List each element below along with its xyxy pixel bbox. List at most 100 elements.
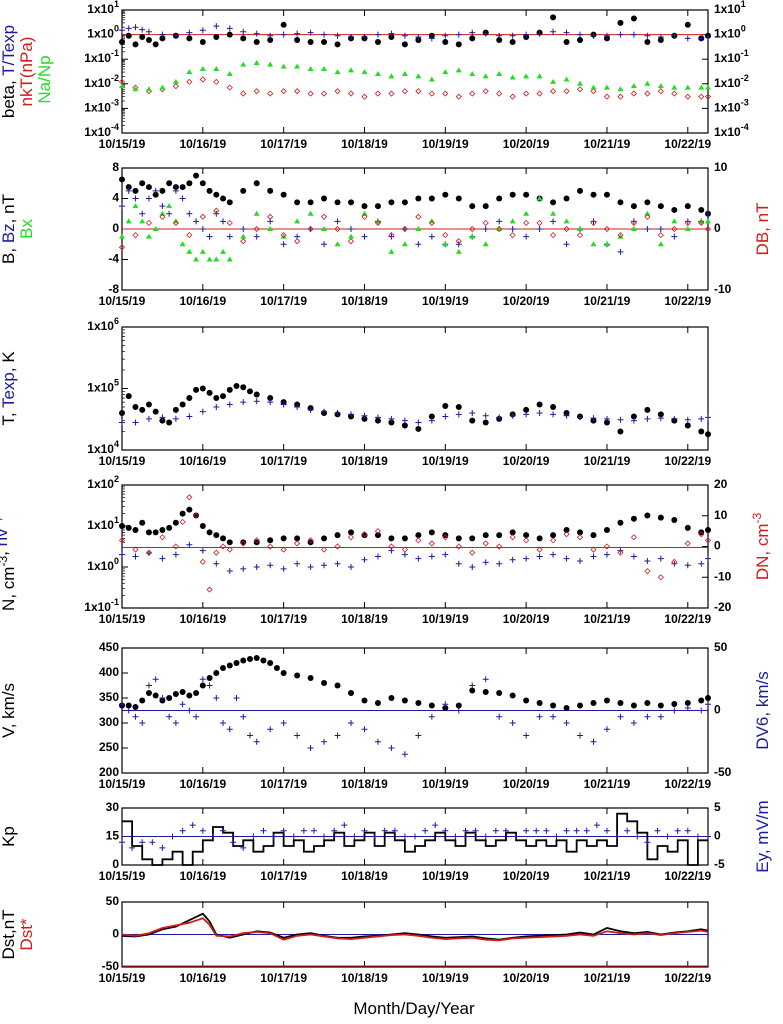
p3-point (401, 422, 408, 429)
p3-point (199, 385, 206, 392)
p6-point (159, 844, 166, 851)
p5-point (523, 732, 530, 739)
p2-point (428, 219, 435, 226)
p2-point (267, 213, 274, 220)
p4-point (159, 526, 166, 533)
p4-point (657, 574, 664, 581)
p7-line-dst (121, 912, 709, 941)
p5-point (536, 713, 543, 720)
p2-point (455, 248, 462, 254)
p3-date-label: 10/15/19 (99, 454, 146, 468)
p1-point (536, 73, 543, 79)
p1-point (132, 86, 139, 92)
p2-point (374, 219, 382, 226)
p1-point (348, 67, 355, 73)
p1-point (577, 37, 584, 44)
p5-right-tick-label: -50 (714, 765, 732, 779)
p7-date-label: 10/19/19 (422, 971, 469, 985)
p1-point (172, 78, 179, 84)
p3-point (253, 391, 260, 398)
p6-point (391, 827, 398, 834)
p5-point (442, 701, 449, 708)
p4-point (220, 535, 227, 542)
p1-left-axis-label-3: Na/Np (35, 55, 54, 103)
p4-right-tick-label: -20 (714, 600, 732, 614)
p2-point (179, 184, 186, 191)
p2-point (482, 203, 489, 210)
p6-point (250, 833, 257, 840)
p6-date-label: 10/21/19 (584, 869, 631, 883)
p3-point (603, 419, 610, 426)
p5-point (550, 702, 557, 709)
p2-left-tick-label: -8 (108, 282, 119, 296)
p2-point (226, 219, 233, 226)
p4-point (482, 540, 489, 547)
p4-point (415, 555, 422, 562)
p1-point (415, 33, 422, 40)
p6-date-label: 10/17/19 (260, 869, 307, 883)
p2-point (644, 213, 651, 220)
p2-point (321, 241, 328, 248)
p2-left-axis-label: B, Bz, nT (0, 194, 18, 264)
p5-point (705, 701, 711, 708)
panel-p5: 200 250 300 350 400 450 -50 0 50 10/15/19 10/16/19… (0, 640, 772, 791)
p4-right-tick-label: 0 (714, 539, 721, 553)
p2-point (657, 232, 664, 239)
p1-point (509, 39, 516, 46)
p5-point (125, 702, 132, 709)
p2-point (705, 218, 711, 224)
p3-point (193, 386, 200, 393)
p2-point (428, 195, 435, 202)
p3-point (684, 416, 691, 423)
p2-point (152, 187, 159, 194)
p6-point (209, 833, 216, 840)
p1-series-nkt (118, 76, 712, 100)
p5-point (193, 713, 200, 720)
p6-point (603, 827, 610, 834)
p1-point (159, 35, 166, 42)
p2-point (152, 191, 159, 198)
p5-point (671, 707, 678, 714)
p6-date-label: 10/16/19 (179, 869, 226, 883)
p1-point (455, 31, 462, 38)
p2-point (220, 218, 227, 225)
p6-point (381, 827, 388, 834)
p3-point (132, 419, 139, 426)
p2-date-label: 10/17/19 (260, 294, 307, 308)
p3-date-label: 10/21/19 (584, 454, 631, 468)
p5-point (267, 726, 274, 733)
p1-point (226, 71, 233, 77)
p1-point (496, 71, 503, 77)
p4-date-label: 10/19/19 (422, 612, 469, 626)
p2-point (576, 232, 584, 239)
p2-point (388, 232, 395, 239)
p3-point (240, 384, 247, 391)
p2-point (698, 206, 705, 213)
p5-point (220, 665, 227, 671)
p2-point (617, 233, 624, 239)
p6-point (260, 827, 267, 834)
p6-point (129, 844, 136, 851)
p4-point (179, 510, 186, 517)
p7-series-dst (121, 912, 709, 941)
p7-date-label: 10/15/19 (99, 971, 146, 985)
p5-left-tick-label: 300 (99, 715, 119, 729)
p2-point (644, 199, 651, 206)
p1-point (603, 93, 611, 100)
p2-point (401, 199, 408, 206)
p1-point (253, 60, 260, 66)
p5-point (193, 690, 200, 696)
p1-point (644, 90, 651, 97)
p1-point (482, 30, 489, 37)
p1-point (550, 78, 557, 84)
p4-point (590, 532, 597, 539)
p3-point (119, 409, 125, 416)
p4-point (226, 539, 233, 546)
p5-point (206, 675, 213, 681)
p2-point (186, 232, 193, 239)
p7-line-dst (121, 917, 709, 942)
p6-point (452, 833, 459, 840)
p1-point (684, 93, 691, 100)
p4-point (206, 529, 213, 536)
p5-point (496, 713, 503, 720)
